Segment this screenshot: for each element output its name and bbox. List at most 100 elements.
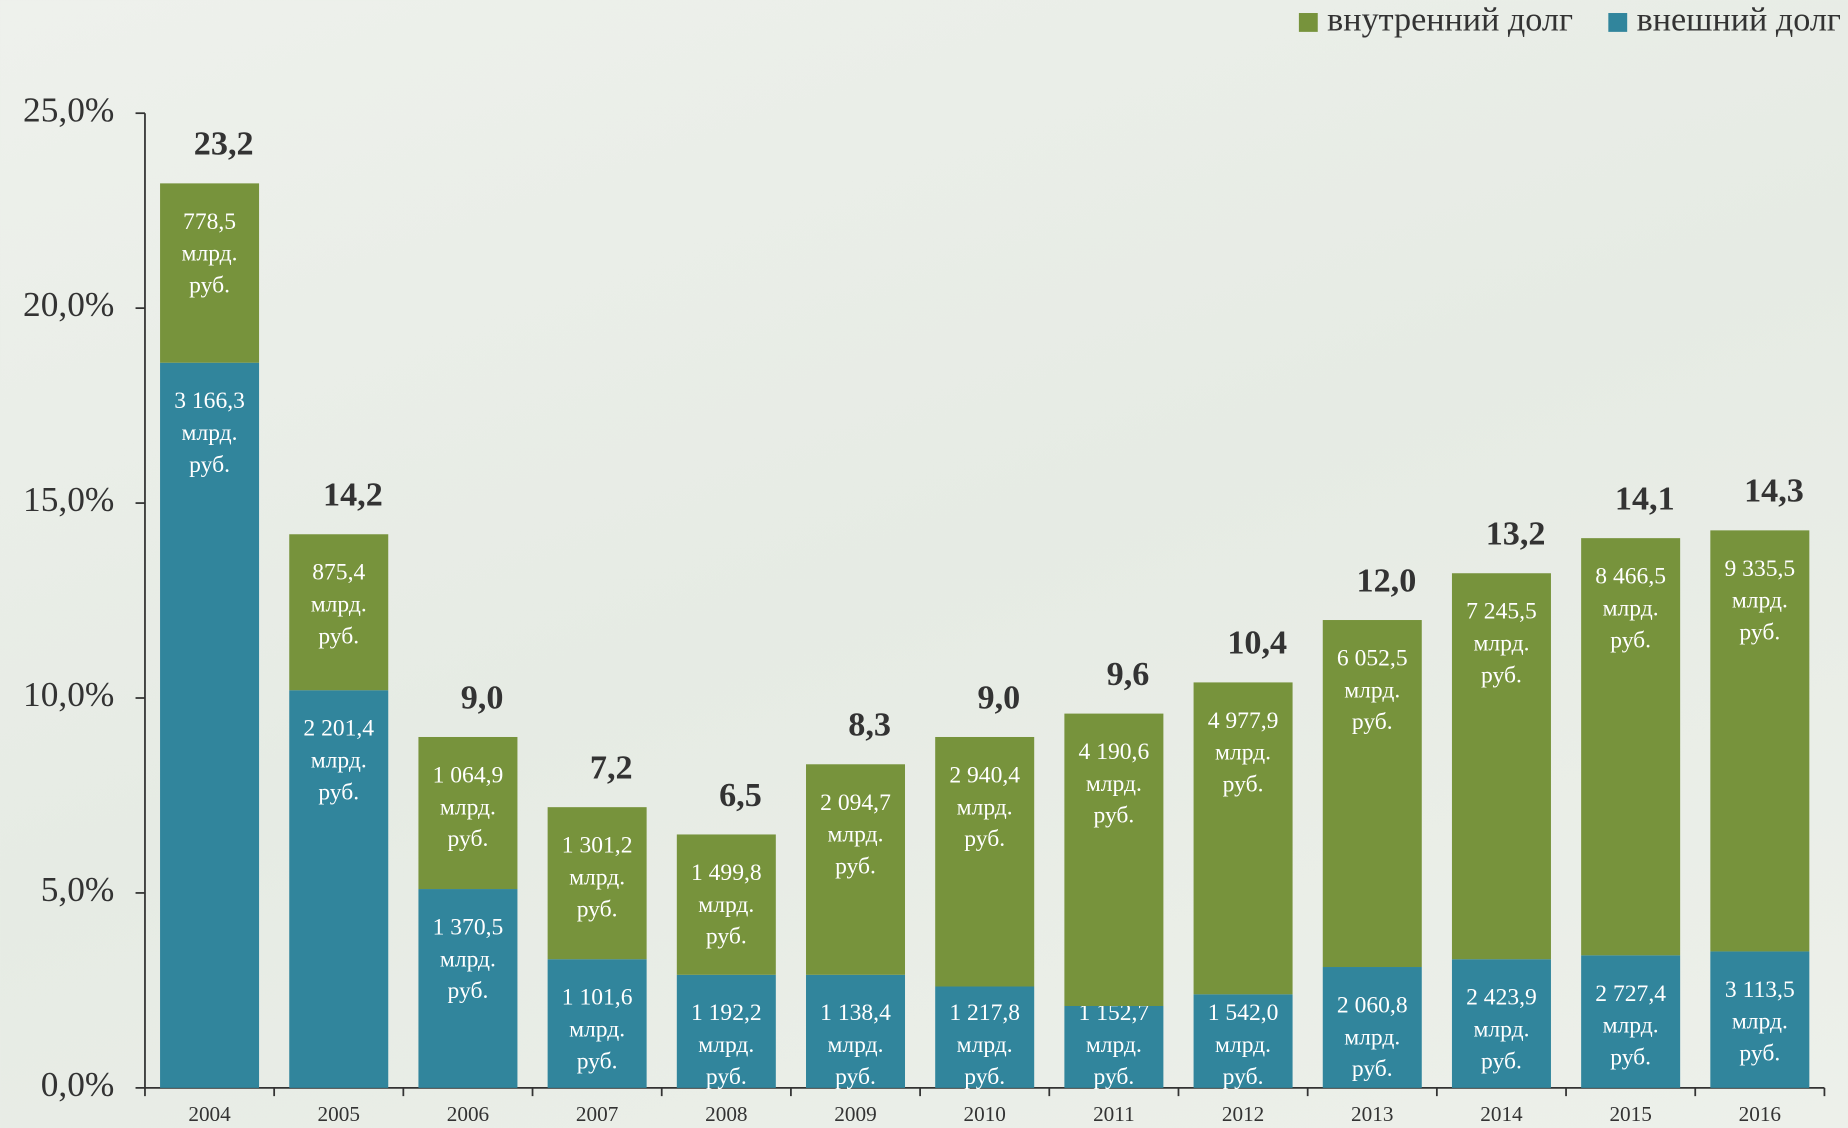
segment-unit: млрд. — [182, 420, 238, 446]
segment-unit: руб. — [1352, 1056, 1393, 1082]
segment-unit: руб. — [189, 452, 230, 478]
bar-segment — [1322, 967, 1422, 1088]
x-tick-label: 2008 — [705, 1102, 747, 1126]
bar-segment — [418, 889, 518, 1088]
segment-unit: млрд. — [1344, 677, 1400, 703]
segment-unit: руб. — [706, 924, 747, 950]
legend-swatch — [1608, 13, 1628, 32]
segment-amount: 4 977,9 — [1208, 708, 1279, 734]
bar-segment — [935, 736, 1035, 987]
bar-segment — [418, 736, 518, 890]
total-label: 8,3 — [848, 707, 891, 744]
segment-amount: 2 940,4 — [949, 762, 1020, 788]
segment-amount: 2 201,4 — [303, 716, 374, 742]
legend-label: внешний долг — [1637, 1, 1841, 38]
bar-segment — [160, 362, 260, 1088]
segment-amount: 8 466,5 — [1595, 564, 1666, 590]
x-tick-label: 2012 — [1222, 1102, 1264, 1126]
bar-segment — [1710, 951, 1810, 1088]
segment-unit: руб. — [835, 853, 876, 879]
segment-unit: млрд. — [1732, 588, 1788, 614]
bar-segment — [935, 986, 1035, 1088]
segment-unit: млрд. — [1215, 1032, 1271, 1058]
segment-amount: 778,5 — [183, 209, 236, 235]
legend-label: внутренний долг — [1327, 1, 1573, 38]
segment-unit: руб. — [964, 826, 1005, 852]
segment-amount: 1 370,5 — [433, 915, 504, 941]
segment-amount: 1 101,6 — [562, 985, 633, 1011]
segment-amount: 1 301,2 — [562, 833, 633, 859]
segment-unit: руб. — [1481, 662, 1522, 688]
segment-amount: 4 190,6 — [1079, 739, 1150, 765]
bar-segment — [547, 959, 647, 1088]
total-label: 13,2 — [1486, 516, 1546, 553]
x-tick-label: 2004 — [188, 1102, 231, 1126]
segment-unit: млрд. — [311, 748, 367, 774]
bar-segment — [1451, 959, 1551, 1088]
segment-unit: руб. — [318, 623, 359, 649]
segment-unit: руб. — [1093, 1064, 1134, 1090]
segment-unit: руб. — [1739, 619, 1780, 645]
segment-unit: руб. — [1093, 803, 1134, 829]
segment-unit: руб. — [577, 1048, 618, 1074]
segment-unit: млрд. — [1086, 771, 1142, 797]
segment-amount: 1 217,8 — [949, 1000, 1020, 1026]
x-tick-label: 2011 — [1093, 1102, 1135, 1126]
segment-amount: 3 113,5 — [1725, 977, 1795, 1003]
segment-unit: руб. — [1739, 1041, 1780, 1067]
segment-unit: млрд. — [957, 794, 1013, 820]
segment-unit: млрд. — [1344, 1024, 1400, 1050]
legend-swatch — [1298, 13, 1318, 32]
segment-amount: 875,4 — [312, 560, 365, 586]
segment-unit: млрд. — [827, 1032, 883, 1058]
segment-unit: млрд. — [698, 892, 754, 918]
total-label: 14,2 — [323, 477, 383, 514]
segment-unit: млрд. — [311, 592, 367, 618]
segment-unit: млрд. — [1603, 595, 1659, 621]
segment-unit: млрд. — [698, 1032, 754, 1058]
y-tick-label: 20,0% — [23, 284, 114, 324]
segment-amount: 1 192,2 — [691, 1000, 762, 1026]
bar-segment — [676, 974, 776, 1088]
bar-segment — [1710, 530, 1810, 952]
segment-amount: 1 499,8 — [691, 860, 762, 886]
bar-segment — [1322, 620, 1422, 968]
total-label: 6,5 — [719, 777, 762, 814]
segment-unit: руб. — [189, 272, 230, 298]
segment-amount: 2 060,8 — [1337, 992, 1408, 1018]
segment-unit: руб. — [318, 779, 359, 805]
bar-segment — [1064, 1006, 1164, 1088]
segment-amount: 6 052,5 — [1337, 646, 1408, 672]
y-tick-label: 15,0% — [23, 479, 114, 519]
segment-unit: руб. — [448, 826, 489, 852]
x-tick-label: 2006 — [447, 1102, 489, 1126]
segment-unit: руб. — [448, 978, 489, 1004]
total-label: 12,0 — [1357, 562, 1417, 599]
segment-unit: млрд. — [440, 794, 496, 820]
y-tick-label: 10,0% — [23, 674, 114, 714]
segment-unit: руб. — [1610, 627, 1651, 653]
segment-amount: 3 166,3 — [174, 388, 245, 414]
x-tick-label: 2007 — [576, 1102, 618, 1126]
segment-amount: 7 245,5 — [1466, 599, 1537, 625]
bar-segment — [289, 690, 389, 1088]
bar-segment — [1451, 573, 1551, 960]
bar-segment — [160, 183, 260, 363]
bar-segment — [1581, 955, 1681, 1088]
bar-segment — [806, 764, 906, 975]
bar-segment — [547, 807, 647, 960]
segment-amount: 2 727,4 — [1595, 981, 1666, 1007]
bar-segment — [1193, 994, 1293, 1088]
segment-unit: руб. — [1481, 1048, 1522, 1074]
segment-amount: 9 335,5 — [1724, 556, 1795, 582]
total-label: 14,1 — [1615, 480, 1675, 517]
y-tick-label: 25,0% — [23, 89, 114, 129]
bar-segment — [1193, 682, 1293, 995]
bar-segment — [676, 834, 776, 975]
bar-segment — [806, 974, 906, 1088]
segment-amount: 1 064,9 — [433, 762, 504, 788]
segment-unit: млрд. — [569, 1017, 625, 1043]
segment-amount: 1 542,0 — [1208, 1000, 1279, 1026]
